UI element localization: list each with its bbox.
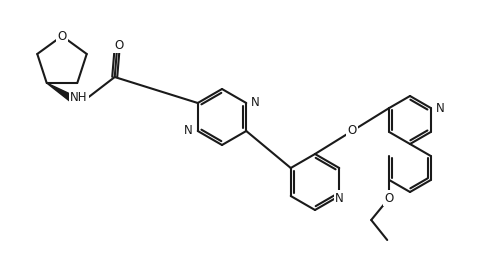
Text: O: O bbox=[57, 29, 67, 43]
Text: O: O bbox=[114, 39, 123, 51]
Text: O: O bbox=[385, 192, 394, 205]
Text: N: N bbox=[436, 102, 445, 115]
Text: NH: NH bbox=[70, 91, 88, 104]
Text: N: N bbox=[335, 192, 344, 205]
Text: O: O bbox=[348, 124, 357, 138]
Text: N: N bbox=[184, 124, 193, 138]
Polygon shape bbox=[47, 83, 75, 102]
Text: N: N bbox=[251, 97, 260, 110]
